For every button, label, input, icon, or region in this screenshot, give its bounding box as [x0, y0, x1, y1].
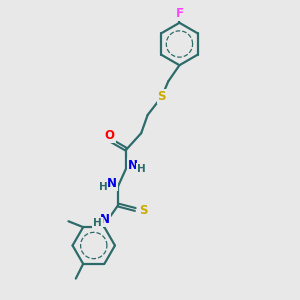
- Text: S: S: [158, 90, 166, 103]
- Text: N: N: [128, 159, 138, 172]
- Text: F: F: [176, 8, 183, 20]
- Text: S: S: [139, 204, 148, 218]
- Text: O: O: [105, 129, 115, 142]
- Text: H: H: [137, 164, 146, 174]
- Text: N: N: [100, 213, 110, 226]
- Text: N: N: [107, 177, 117, 190]
- Text: H: H: [98, 182, 107, 192]
- Text: H: H: [93, 218, 102, 228]
